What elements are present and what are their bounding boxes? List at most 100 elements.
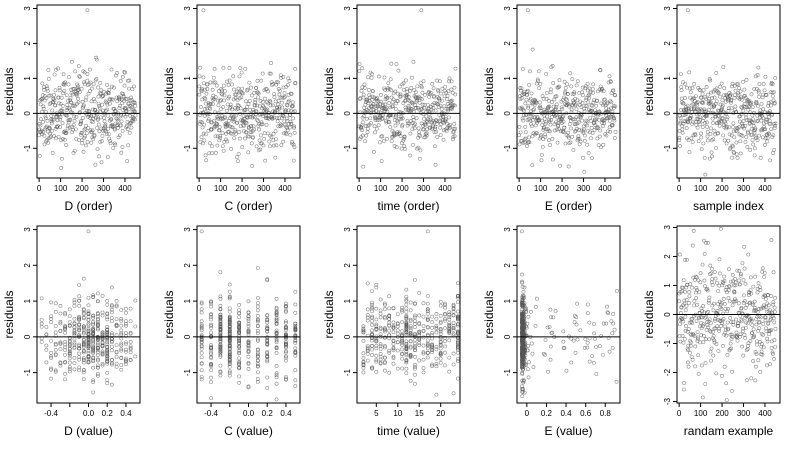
- data-point: [374, 109, 379, 114]
- data-point: [439, 91, 444, 96]
- data-point: [372, 124, 377, 129]
- data-point: [131, 117, 136, 122]
- data-point: [562, 79, 567, 84]
- data-point: [60, 109, 65, 113]
- data-point: [268, 103, 273, 108]
- data-point: [370, 343, 374, 348]
- data-point: [588, 115, 593, 120]
- data-point: [409, 86, 414, 90]
- data-point: [546, 369, 551, 374]
- data-point: [742, 244, 747, 249]
- data-point: [449, 87, 454, 92]
- data-point: [578, 99, 583, 104]
- data-point: [293, 368, 298, 373]
- data-point: [215, 122, 220, 127]
- data-point: [754, 364, 758, 369]
- data-point: [393, 107, 398, 111]
- data-point: [371, 102, 376, 107]
- data-point: [551, 315, 556, 320]
- data-point: [210, 87, 215, 92]
- x-tick-label: 300: [97, 184, 111, 193]
- data-point: [772, 305, 777, 310]
- data-point: [736, 301, 741, 306]
- data-point: [228, 102, 233, 107]
- data-point: [439, 107, 444, 112]
- data-point: [421, 301, 426, 306]
- y-tick-label: 2: [183, 41, 192, 46]
- data-point: [404, 287, 409, 292]
- data-point: [360, 128, 364, 132]
- data-point: [39, 296, 44, 301]
- data-point: [430, 82, 435, 86]
- data-point: [711, 121, 715, 125]
- data-point: [678, 144, 682, 148]
- data-point: [548, 307, 553, 312]
- data-point: [44, 124, 49, 129]
- data-point: [218, 134, 223, 139]
- data-point: [418, 133, 422, 138]
- data-point: [241, 91, 245, 96]
- data-point: [520, 229, 524, 234]
- data-point: [751, 284, 756, 289]
- data-point: [756, 103, 760, 108]
- data-point: [417, 130, 421, 135]
- data-point: [612, 136, 617, 140]
- data-point: [109, 117, 114, 122]
- data-point: [395, 328, 400, 333]
- data-point: [224, 108, 229, 113]
- y-tick-label: -1: [503, 144, 512, 152]
- data-point: [571, 147, 576, 152]
- data-point: [401, 101, 406, 106]
- data-point: [743, 336, 748, 340]
- data-point: [45, 89, 50, 93]
- data-point: [244, 130, 249, 135]
- data-point: [96, 122, 101, 127]
- data-point: [100, 293, 105, 298]
- data-point: [390, 104, 395, 109]
- data-point: [743, 281, 748, 286]
- data-point: [41, 104, 46, 109]
- data-point: [420, 97, 424, 102]
- data-point: [129, 98, 134, 102]
- data-point: [395, 132, 400, 137]
- data-point: [741, 278, 746, 282]
- data-point: [394, 62, 399, 66]
- data-point: [58, 117, 62, 122]
- data-point: [227, 66, 232, 70]
- data-point: [693, 344, 698, 349]
- data-point: [82, 127, 87, 132]
- data-point: [77, 351, 82, 356]
- data-point: [589, 156, 594, 161]
- data-point: [133, 117, 137, 122]
- data-point: [114, 317, 119, 321]
- data-point: [687, 150, 692, 154]
- data-point: [453, 66, 458, 71]
- data-point: [110, 319, 114, 324]
- data-point: [114, 361, 119, 366]
- data-point: [263, 158, 268, 163]
- data-point: [58, 328, 63, 333]
- data-point: [234, 107, 239, 112]
- data-point: [116, 126, 120, 130]
- data-point: [721, 343, 725, 348]
- data-point: [204, 91, 209, 96]
- data-point: [528, 309, 533, 314]
- data-point: [571, 338, 576, 343]
- data-point: [711, 353, 716, 358]
- data-point: [114, 343, 119, 347]
- y-tick-label: 1: [23, 298, 32, 303]
- data-point: [534, 296, 539, 301]
- data-point: [758, 370, 763, 374]
- data-point: [274, 381, 279, 386]
- data-point: [67, 125, 72, 130]
- y-tick-label: 0: [23, 334, 32, 339]
- data-point: [364, 97, 369, 102]
- data-point: [399, 110, 403, 115]
- data-point: [383, 88, 388, 92]
- data-point: [370, 89, 375, 94]
- data-point: [68, 96, 73, 100]
- data-point: [451, 351, 456, 356]
- data-point: [96, 94, 101, 99]
- y-tick-label: 3: [23, 6, 32, 11]
- data-point: [700, 262, 705, 267]
